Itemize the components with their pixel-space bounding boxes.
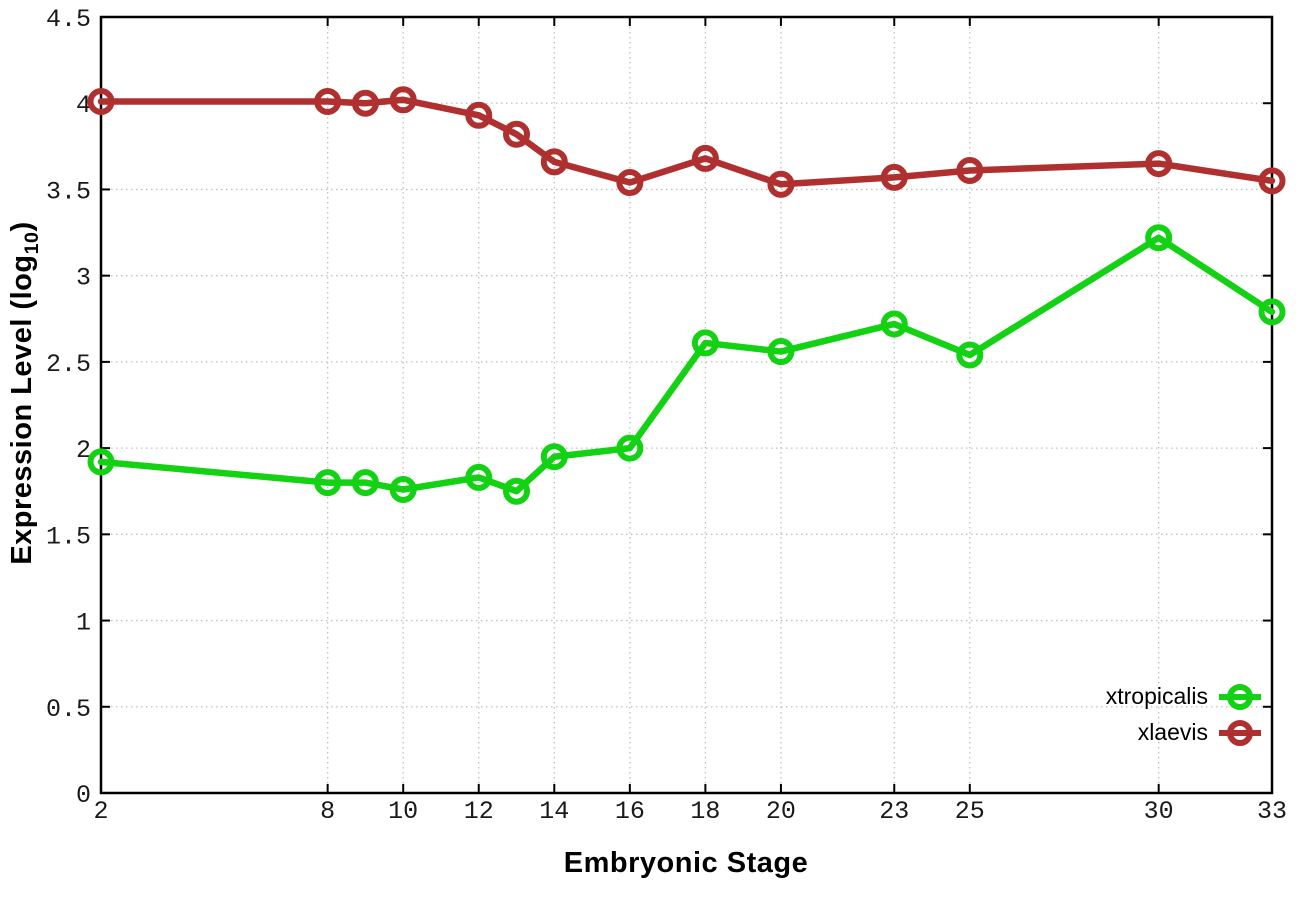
y-tick-label: 3.5 bbox=[46, 177, 91, 206]
x-axis-title-text: Embryonic Stage bbox=[563, 847, 809, 879]
data-point-xlaevis bbox=[956, 156, 984, 184]
data-point-xlaevis bbox=[880, 163, 908, 191]
data-point-xlaevis bbox=[767, 170, 795, 198]
y-tick-label: 1 bbox=[76, 609, 91, 638]
x-tick-label: 10 bbox=[388, 797, 418, 826]
x-tick-label: 23 bbox=[879, 797, 909, 826]
y-axis-title-close: ) bbox=[6, 221, 39, 232]
data-point-xtropicalis bbox=[956, 341, 984, 369]
y-tick-label: 2.5 bbox=[46, 350, 91, 379]
series-line-xlaevis bbox=[97, 96, 1276, 188]
y-tick-label: 2 bbox=[76, 436, 91, 465]
x-tick-label: 8 bbox=[320, 797, 335, 826]
x-tick-label: 20 bbox=[766, 797, 796, 826]
legend-item-xlaevis: xlaevis bbox=[1106, 717, 1263, 748]
x-tick-label: 30 bbox=[1144, 797, 1174, 826]
data-point-xtropicalis bbox=[87, 448, 115, 476]
data-point-xlaevis bbox=[389, 86, 417, 114]
y-axis-title-text: Expression Level (log bbox=[6, 254, 39, 565]
y-tick-label: 0 bbox=[76, 781, 91, 810]
data-point-xlaevis bbox=[540, 148, 568, 176]
series-line-xtropicalis bbox=[97, 234, 1276, 495]
legend-item-xtropicalis: xtropicalis bbox=[1106, 681, 1263, 712]
data-point-xtropicalis bbox=[880, 310, 908, 338]
data-point-xtropicalis bbox=[767, 338, 795, 366]
data-point-xtropicalis bbox=[1145, 224, 1173, 252]
data-point-xlaevis bbox=[314, 87, 342, 115]
x-tick-label: 12 bbox=[464, 797, 494, 826]
y-tick-label: 0.5 bbox=[46, 695, 91, 724]
data-point-xtropicalis bbox=[1258, 298, 1286, 326]
data-point-xlaevis bbox=[351, 89, 379, 117]
legend: xtropicalis xlaevis bbox=[1106, 681, 1263, 748]
legend-marker-icon bbox=[1219, 719, 1261, 746]
data-point-xtropicalis bbox=[389, 475, 417, 503]
x-tick-label: 18 bbox=[690, 797, 720, 826]
data-point-xtropicalis bbox=[314, 469, 342, 497]
y-tick-label: 4 bbox=[76, 91, 91, 120]
data-point-xtropicalis bbox=[503, 477, 531, 505]
data-point-xlaevis bbox=[1145, 150, 1173, 178]
data-point-xlaevis bbox=[503, 120, 531, 148]
data-point-xlaevis bbox=[87, 87, 115, 115]
legend-label: xlaevis bbox=[1137, 719, 1208, 745]
plot-border bbox=[99, 15, 1274, 795]
y-axis-title-subscript: 10 bbox=[20, 231, 43, 255]
x-tick-label: 16 bbox=[615, 797, 645, 826]
data-point-xtropicalis bbox=[465, 463, 493, 491]
data-point-xtropicalis bbox=[351, 469, 379, 497]
data-point-xlaevis bbox=[616, 169, 644, 197]
x-tick-label: 33 bbox=[1257, 797, 1287, 826]
x-tick-label: 14 bbox=[539, 797, 569, 826]
y-axis-title: Expression Level (log10) bbox=[6, 221, 44, 564]
data-point-xlaevis bbox=[465, 101, 493, 129]
data-point-xtropicalis bbox=[540, 443, 568, 471]
data-point-xlaevis bbox=[1258, 167, 1286, 195]
legend-marker-icon bbox=[1219, 683, 1261, 710]
data-point-xlaevis bbox=[691, 144, 719, 172]
x-tick-label: 2 bbox=[93, 797, 108, 826]
data-point-xtropicalis bbox=[691, 329, 719, 357]
y-tick-label: 4.5 bbox=[46, 5, 91, 34]
x-axis-title: Embryonic Stage bbox=[564, 847, 808, 880]
y-tick-label: 1.5 bbox=[46, 522, 91, 551]
data-point-xtropicalis bbox=[616, 434, 644, 462]
x-tick-label: 25 bbox=[955, 797, 985, 826]
legend-label: xtropicalis bbox=[1105, 683, 1208, 709]
y-tick-label: 3 bbox=[76, 264, 91, 293]
